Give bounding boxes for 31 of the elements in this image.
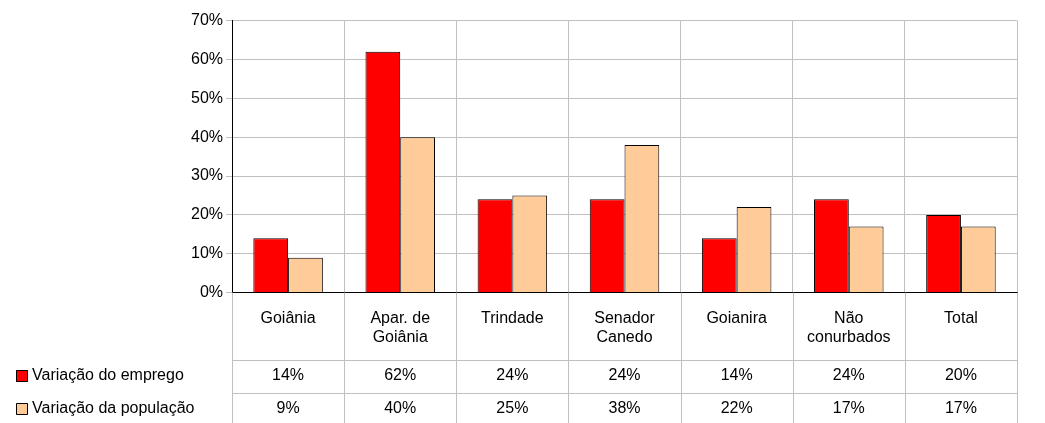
legend-label: Variação do emprego [32,366,184,384]
y-tick-label: 0% [199,283,224,301]
data-label: 24% [608,366,641,384]
data-label: 40% [384,399,417,417]
y-tick-label: 60% [190,49,224,67]
data-label: 14% [720,366,753,384]
y-tick-label: 70% [190,11,224,29]
y-tick-label: 20% [190,205,224,223]
x-tick-label: Não conurbados [806,308,891,345]
data-label: 24% [496,366,529,384]
data-label: 24% [832,366,865,384]
data-label: 17% [944,399,977,417]
x-tick-label: Total [944,308,978,326]
y-tick-label: 50% [190,88,224,106]
data-label: 38% [608,399,641,417]
data-label: 22% [720,399,753,417]
x-tick-label: Goiânia [260,308,316,326]
y-tick-label: 10% [190,244,224,262]
x-tick-label: Senador Canedo [594,308,656,345]
legend-label: Variação da população [32,399,195,417]
y-tick-label: 30% [190,166,224,184]
x-tick-label: Apar. de Goiânia [370,308,431,345]
data-label: 17% [832,399,865,417]
x-tick-label: Trindade [481,308,544,326]
data-label: 20% [944,366,977,384]
data-label: 25% [496,399,529,417]
y-tick-label: 40% [190,127,224,145]
data-label: 62% [384,366,417,384]
data-label: 14% [272,366,305,384]
data-label: 9% [276,399,300,417]
x-tick-label: Goianira [706,308,767,326]
